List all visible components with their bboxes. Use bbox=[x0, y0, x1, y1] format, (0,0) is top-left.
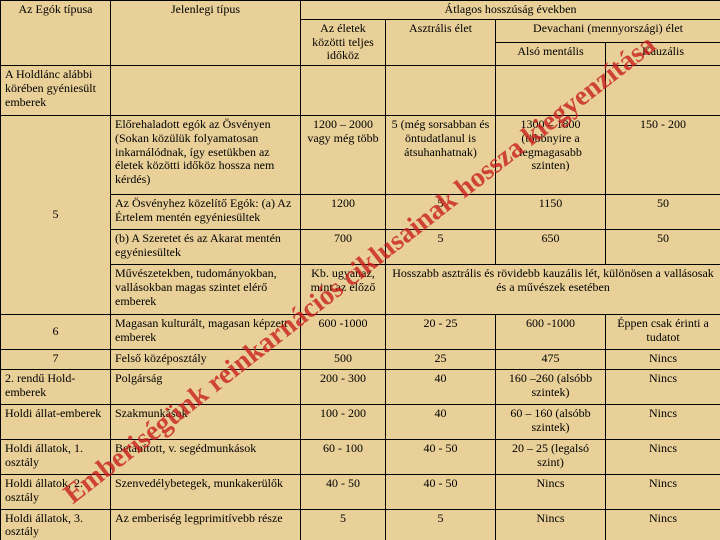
current-type-cell: Az emberiség legprimitívebb része bbox=[111, 509, 301, 540]
interval-cell: Kb. ugyanaz, mint az előző bbox=[301, 265, 386, 315]
current-type-cell: Betanított, v. segédmunkások bbox=[111, 439, 301, 474]
current-type-cell: (b) A Szeretet és az Akarat mentén egyén… bbox=[111, 230, 301, 265]
astral-cell bbox=[386, 66, 496, 116]
mental-cell: 650 bbox=[496, 230, 606, 265]
causal-cell bbox=[606, 66, 720, 116]
ego-type-cell: A Holdlánc alábbi körében gyéniesült emb… bbox=[1, 66, 111, 116]
mental-cell: 475 bbox=[496, 349, 606, 369]
mental-cell: 20 – 25 (legalsó szint) bbox=[496, 439, 606, 474]
merged-note-cell: Hosszabb asztrális és rövidebb kauzális … bbox=[386, 265, 720, 315]
hdr-interval: Az életek közötti teljes időköz bbox=[301, 19, 386, 65]
table-row: A Holdlánc alábbi körében gyéniesült emb… bbox=[1, 66, 720, 116]
ego-type-cell: Holdi állatok, 1. osztály bbox=[1, 439, 111, 474]
ego-type-cell: 5 bbox=[1, 115, 111, 314]
causal-cell: Éppen csak érinti a tudatot bbox=[606, 314, 720, 349]
astral-cell: 5 (még sorsabban és öntudatlanul is átsu… bbox=[386, 115, 496, 194]
astral-cell: 25 bbox=[386, 349, 496, 369]
interval-cell: 60 - 100 bbox=[301, 439, 386, 474]
interval-cell: 5 bbox=[301, 509, 386, 540]
current-type-cell: Magasan kulturált, magasan képzett ember… bbox=[111, 314, 301, 349]
hdr-lower-mental: Alsó mentális bbox=[496, 42, 606, 65]
mental-cell: 600 -1000 bbox=[496, 314, 606, 349]
current-type-cell: Az Ösvényhez közelítő Egók: (a) Az Értel… bbox=[111, 195, 301, 230]
interval-cell: 40 - 50 bbox=[301, 474, 386, 509]
causal-cell: Nincs bbox=[606, 474, 720, 509]
interval-cell: 1200 bbox=[301, 195, 386, 230]
current-type-cell: Szenvedélybetegek, munkakerülők bbox=[111, 474, 301, 509]
astral-cell: 5 bbox=[386, 509, 496, 540]
current-type-cell: Szakmunkások bbox=[111, 404, 301, 439]
table-row: Holdi állatok, 3. osztályAz emberiség le… bbox=[1, 509, 720, 540]
causal-cell: Nincs bbox=[606, 404, 720, 439]
causal-cell: Nincs bbox=[606, 509, 720, 540]
mental-cell: 160 –260 (alsóbb szintek) bbox=[496, 369, 606, 404]
current-type-cell: Felső középosztály bbox=[111, 349, 301, 369]
table-row: 7Felső középosztály50025475Nincs bbox=[1, 349, 720, 369]
causal-cell: Nincs bbox=[606, 439, 720, 474]
causal-cell: 50 bbox=[606, 230, 720, 265]
current-type-cell: Előrehaladott egók az Ösvényen (Sokan kö… bbox=[111, 115, 301, 194]
table-row: 5Előrehaladott egók az Ösvényen (Sokan k… bbox=[1, 115, 720, 194]
table-row: 2. rendű Hold-emberekPolgárság200 - 3004… bbox=[1, 369, 720, 404]
mental-cell: 1300 – 1800 (többnyire a legmagasabb szi… bbox=[496, 115, 606, 194]
mental-cell: 60 – 160 (alsóbb szintek) bbox=[496, 404, 606, 439]
table-row: Holdi állat-emberekSzakmunkások100 - 200… bbox=[1, 404, 720, 439]
ego-type-cell: Holdi állat-emberek bbox=[1, 404, 111, 439]
hdr-avg-length: Átlagos hosszúság években bbox=[301, 1, 720, 20]
hdr-astral: Asztrális élet bbox=[386, 19, 496, 65]
interval-cell: 1200 – 2000 vagy még több bbox=[301, 115, 386, 194]
table-row: Holdi állatok, 2. osztálySzenvedélybeteg… bbox=[1, 474, 720, 509]
hdr-current-type: Jelenlegi típus bbox=[111, 1, 301, 66]
astral-cell: 5 bbox=[386, 195, 496, 230]
current-type-cell: Polgárság bbox=[111, 369, 301, 404]
astral-cell: 40 - 50 bbox=[386, 439, 496, 474]
causal-cell: Nincs bbox=[606, 369, 720, 404]
ego-type-cell: Holdi állatok, 3. osztály bbox=[1, 509, 111, 540]
interval-cell: 200 - 300 bbox=[301, 369, 386, 404]
astral-cell: 40 - 50 bbox=[386, 474, 496, 509]
mental-cell: Nincs bbox=[496, 474, 606, 509]
astral-cell: 40 bbox=[386, 369, 496, 404]
astral-cell: 40 bbox=[386, 404, 496, 439]
current-type-cell bbox=[111, 66, 301, 116]
interval-cell: 700 bbox=[301, 230, 386, 265]
hdr-devachan: Devachani (mennyországi) élet bbox=[496, 19, 720, 42]
mental-cell bbox=[496, 66, 606, 116]
ego-type-cell: 6 bbox=[1, 314, 111, 349]
interval-cell bbox=[301, 66, 386, 116]
causal-cell: Nincs bbox=[606, 349, 720, 369]
astral-cell: 20 - 25 bbox=[386, 314, 496, 349]
interval-cell: 600 -1000 bbox=[301, 314, 386, 349]
table-row: 6Magasan kulturált, magasan képzett embe… bbox=[1, 314, 720, 349]
ego-type-cell: Holdi állatok, 2. osztály bbox=[1, 474, 111, 509]
hdr-ego-type: Az Egók típusa bbox=[1, 1, 111, 66]
causal-cell: 150 - 200 bbox=[606, 115, 720, 194]
reincarnation-table: Az Egók típusa Jelenlegi típus Átlagos h… bbox=[0, 0, 720, 540]
ego-type-cell: 7 bbox=[1, 349, 111, 369]
current-type-cell: Művészetekben, tudományokban, vallásokba… bbox=[111, 265, 301, 315]
table-row: Holdi állatok, 1. osztályBetanított, v. … bbox=[1, 439, 720, 474]
hdr-causal: Kauzális bbox=[606, 42, 720, 65]
mental-cell: 1150 bbox=[496, 195, 606, 230]
astral-cell: 5 bbox=[386, 230, 496, 265]
interval-cell: 500 bbox=[301, 349, 386, 369]
ego-type-cell: 2. rendű Hold-emberek bbox=[1, 369, 111, 404]
interval-cell: 100 - 200 bbox=[301, 404, 386, 439]
causal-cell: 50 bbox=[606, 195, 720, 230]
mental-cell: Nincs bbox=[496, 509, 606, 540]
